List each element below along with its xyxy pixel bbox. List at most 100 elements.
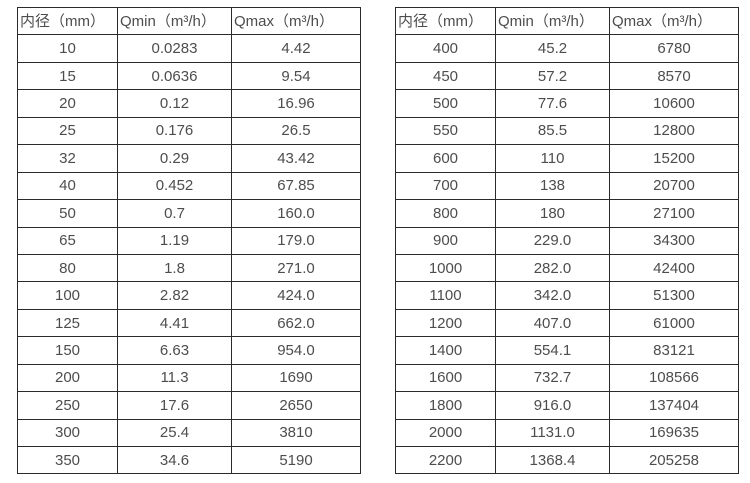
cell-diameter: 1100: [395, 281, 496, 310]
cell-qmax: 954.0: [231, 336, 361, 365]
cell-qmax: 8570: [609, 61, 739, 91]
table-row: 250 17.6 2650: [17, 391, 361, 420]
cell-qmax: 27100: [609, 199, 739, 228]
cell-diameter: 200: [17, 363, 118, 393]
cell-qmin: 916.0: [495, 391, 610, 420]
cell-qmax: 662.0: [231, 308, 361, 338]
cell-diameter: 450: [395, 61, 496, 91]
cell-diameter: 150: [17, 336, 118, 365]
table-row: 700 138 20700: [395, 171, 739, 201]
table-row: 1100 342.0 51300: [395, 281, 739, 310]
cell-qmax: 160.0: [231, 199, 361, 228]
cell-diameter: 500: [395, 89, 496, 118]
cell-qmin: 554.1: [495, 336, 610, 365]
cell-diameter: 1600: [395, 363, 496, 393]
cell-qmin: 6.63: [117, 336, 232, 365]
table-row: 1600 732.7 108566: [395, 363, 739, 393]
cell-qmax: 42400: [609, 253, 739, 283]
cell-diameter: 700: [395, 171, 496, 201]
cell-qmin: 0.452: [117, 171, 232, 201]
cell-qmin: 77.6: [495, 89, 610, 118]
table-body: 10 0.0283 4.42 15 0.0636 9.54 20 0.12 16.96 25 0.1…: [17, 34, 361, 475]
cell-diameter: 2000: [395, 418, 496, 448]
table-row: 200 11.3 1690: [17, 363, 361, 393]
cell-diameter: 550: [395, 116, 496, 146]
cell-qmax: 83121: [609, 336, 739, 365]
cell-qmax: 51300: [609, 281, 739, 310]
table-row: 50 0.7 160.0: [17, 199, 361, 228]
cell-qmax: 2650: [231, 391, 361, 420]
cell-qmax: 424.0: [231, 281, 361, 310]
table-row: 32 0.29 43.42: [17, 144, 361, 173]
cell-qmax: 67.85: [231, 171, 361, 201]
cell-qmax: 6780: [609, 34, 739, 63]
cell-qmin: 0.12: [117, 89, 232, 118]
cell-qmax: 26.5: [231, 116, 361, 146]
cell-qmax: 20700: [609, 171, 739, 201]
cell-qmin: 732.7: [495, 363, 610, 393]
table-row: 350 34.6 5190: [17, 445, 361, 475]
cell-qmax: 12800: [609, 116, 739, 146]
cell-qmin: 407.0: [495, 308, 610, 338]
table-row: 800 180 27100: [395, 199, 739, 228]
cell-qmin: 110: [495, 144, 610, 173]
cell-qmin: 342.0: [495, 281, 610, 310]
table-row: 10 0.0283 4.42: [17, 34, 361, 63]
cell-qmin: 34.6: [117, 445, 232, 475]
cell-qmin: 11.3: [117, 363, 232, 393]
cell-qmin: 1.19: [117, 226, 232, 255]
cell-qmin: 282.0: [495, 253, 610, 283]
cell-qmin: 0.29: [117, 144, 232, 173]
header-row: 内径（mm） Qmin（m³/h） Qmax（m³/h）: [17, 6, 361, 36]
table-row: 300 25.4 3810: [17, 418, 361, 448]
cell-diameter: 1800: [395, 391, 496, 420]
cell-qmin: 138: [495, 171, 610, 201]
small-diameter-flow-table: 内径（mm） Qmin（m³/h） Qmax（m³/h） 10 0.0283 4.42 1…: [17, 6, 361, 475]
cell-qmax: 61000: [609, 308, 739, 338]
header-qmin: Qmin（m³/h）: [117, 6, 232, 36]
cell-qmax: 43.42: [231, 144, 361, 173]
cell-qmin: 180: [495, 199, 610, 228]
cell-diameter: 300: [17, 418, 118, 448]
cell-diameter: 50: [17, 199, 118, 228]
table-row: 1000 282.0 42400: [395, 253, 739, 283]
cell-qmin: 17.6: [117, 391, 232, 420]
cell-qmin: 2.82: [117, 281, 232, 310]
table-row: 1400 554.1 83121: [395, 336, 739, 365]
cell-diameter: 25: [17, 116, 118, 146]
cell-diameter: 400: [395, 34, 496, 63]
table-row: 15 0.0636 9.54: [17, 61, 361, 91]
cell-diameter: 900: [395, 226, 496, 255]
table-row: 2000 1131.0 169635: [395, 418, 739, 448]
cell-qmin: 1.8: [117, 253, 232, 283]
cell-diameter: 1400: [395, 336, 496, 365]
cell-qmax: 34300: [609, 226, 739, 255]
cell-qmax: 16.96: [231, 89, 361, 118]
cell-qmin: 45.2: [495, 34, 610, 63]
cell-qmin: 25.4: [117, 418, 232, 448]
table-row: 65 1.19 179.0: [17, 226, 361, 255]
cell-qmin: 0.0636: [117, 61, 232, 91]
cell-qmin: 1131.0: [495, 418, 610, 448]
header-row: 内径（mm） Qmin（m³/h） Qmax（m³/h）: [395, 6, 739, 36]
table-row: 500 77.6 10600: [395, 89, 739, 118]
table-row: 400 45.2 6780: [395, 34, 739, 63]
cell-qmin: 57.2: [495, 61, 610, 91]
cell-qmax: 108566: [609, 363, 739, 393]
cell-qmin: 4.41: [117, 308, 232, 338]
table-row: 150 6.63 954.0: [17, 336, 361, 365]
table-row: 550 85.5 12800: [395, 116, 739, 146]
cell-qmax: 4.42: [231, 34, 361, 63]
cell-diameter: 125: [17, 308, 118, 338]
cell-diameter: 800: [395, 199, 496, 228]
cell-diameter: 15: [17, 61, 118, 91]
header-qmax: Qmax（m³/h）: [609, 6, 739, 36]
header-diameter: 内径（mm）: [17, 6, 118, 36]
table-row: 80 1.8 271.0: [17, 253, 361, 283]
table-header: 内径（mm） Qmin（m³/h） Qmax（m³/h）: [17, 6, 361, 36]
cell-qmin: 1368.4: [495, 445, 610, 475]
cell-qmin: 0.7: [117, 199, 232, 228]
table-row: 2200 1368.4 205258: [395, 445, 739, 475]
table-row: 100 2.82 424.0: [17, 281, 361, 310]
